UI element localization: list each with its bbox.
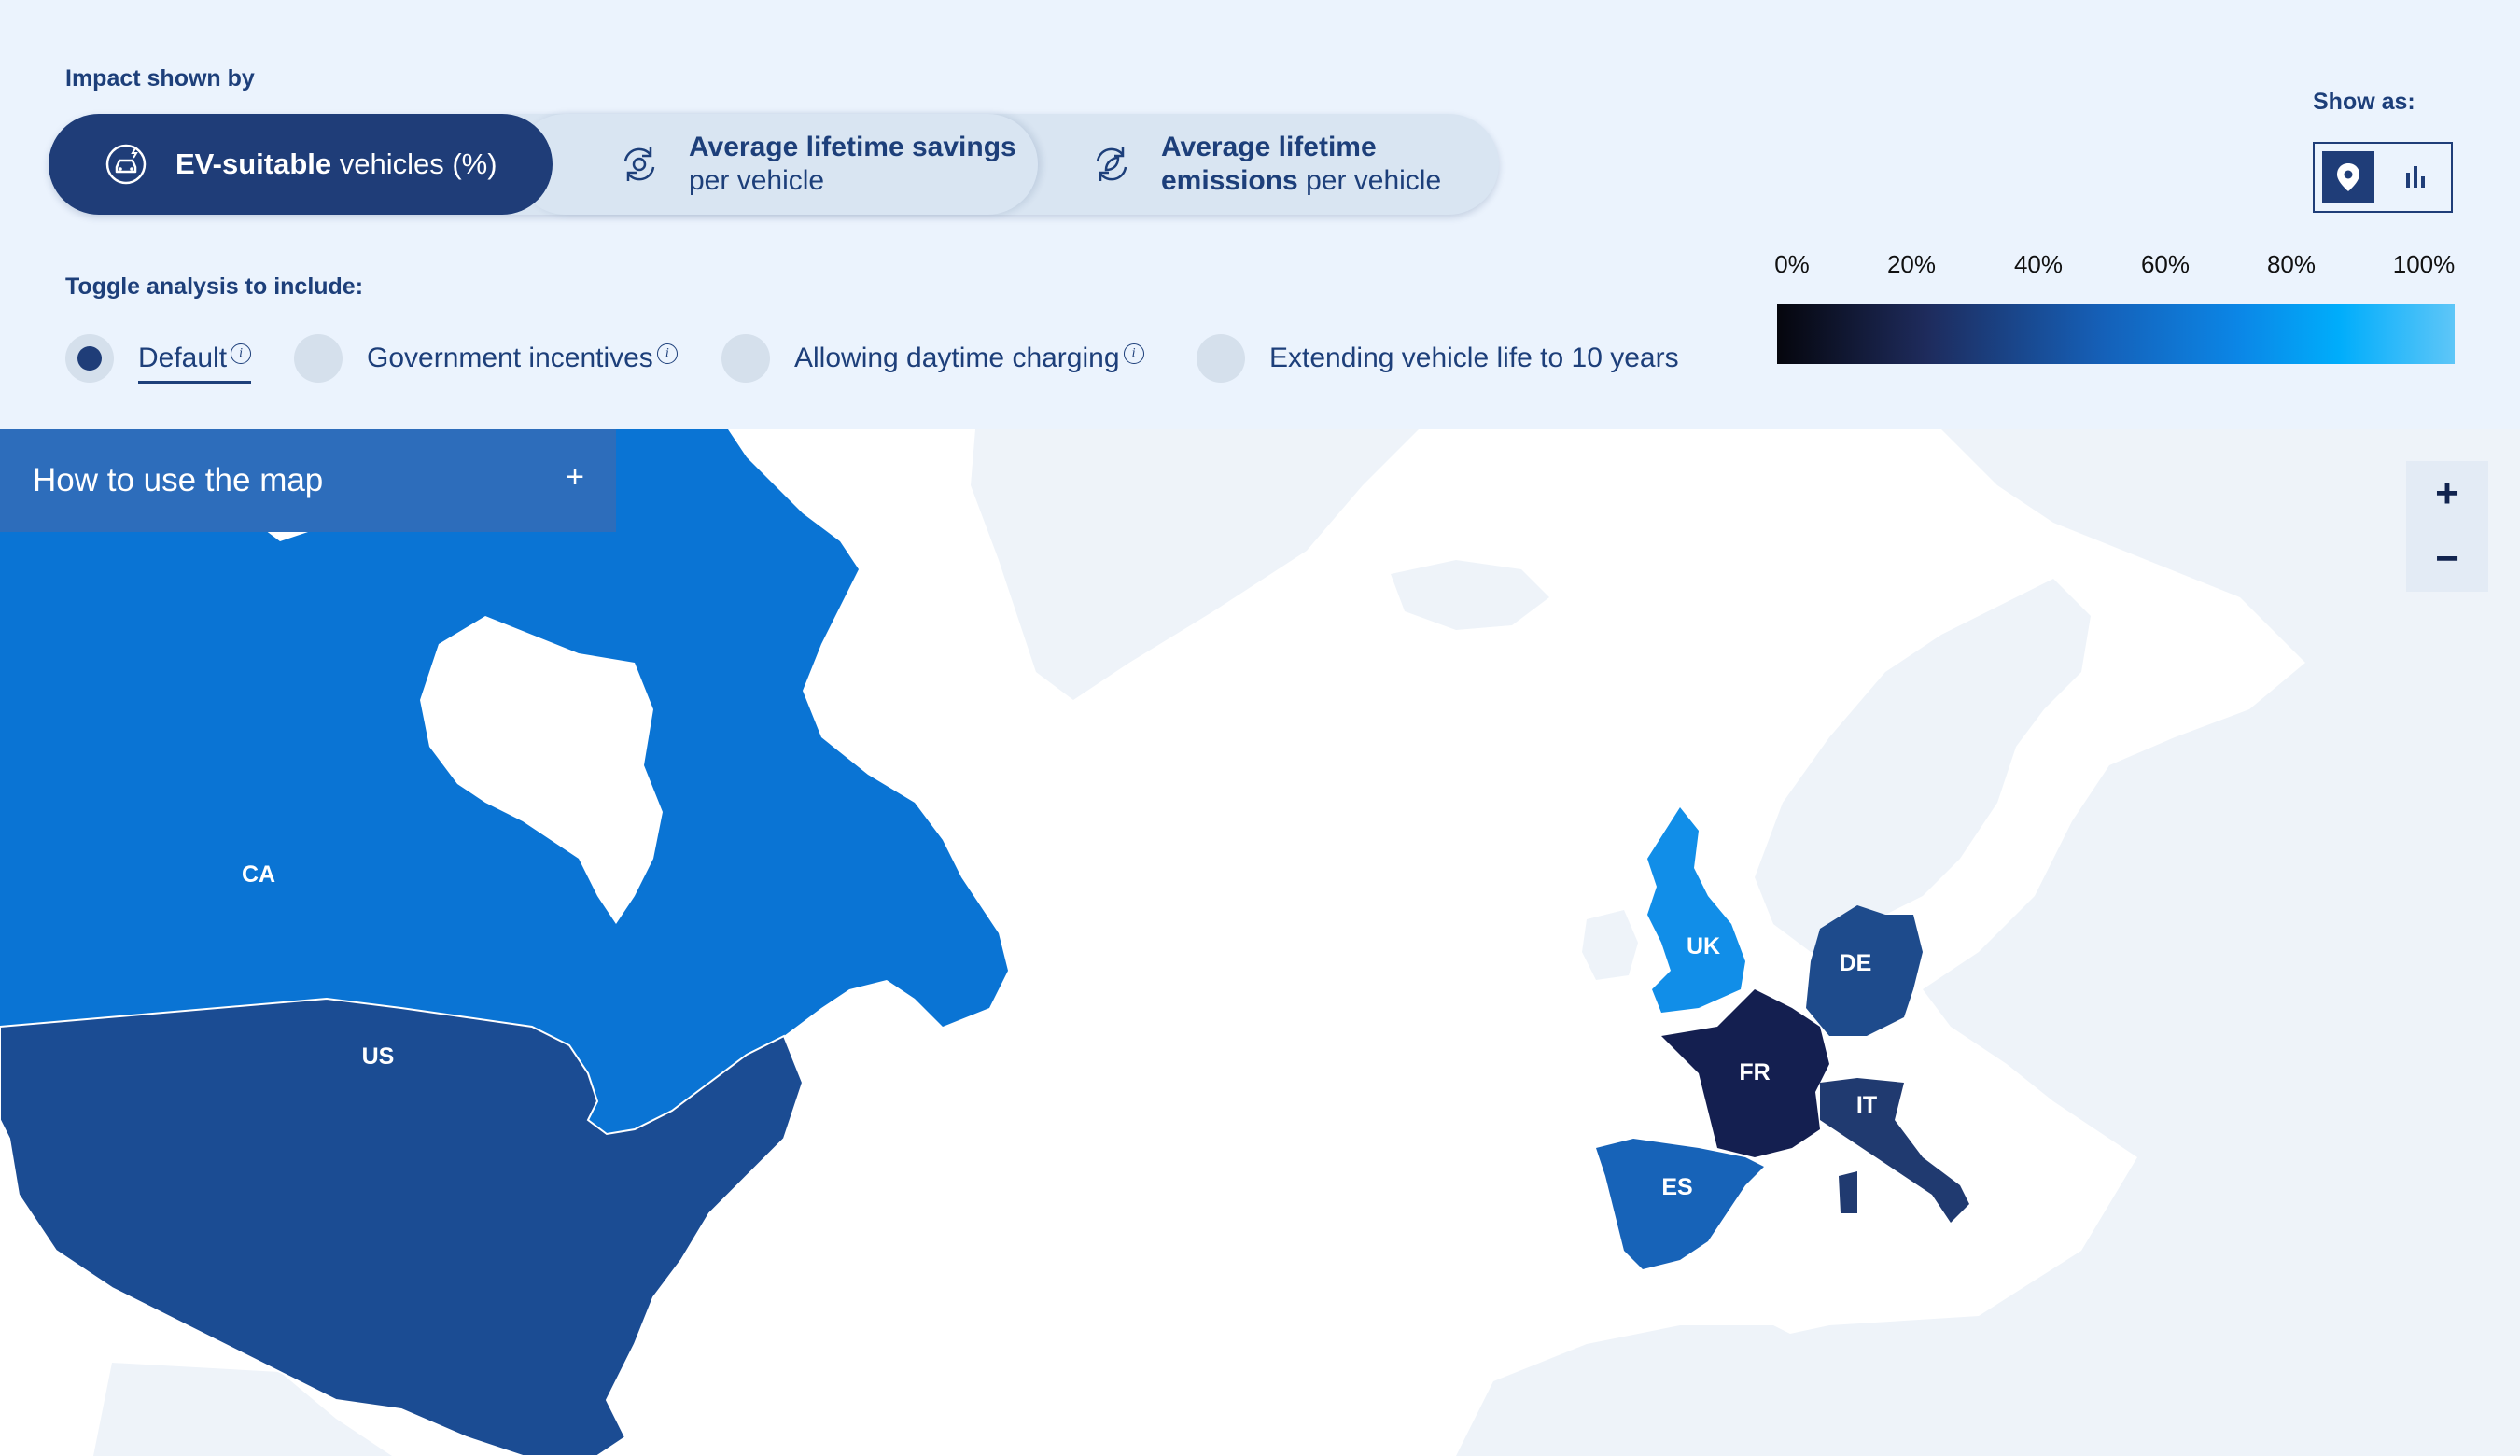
impact-option-ev-suitable[interactable]: EV-suitable vehicles (%) bbox=[49, 114, 553, 215]
impact-option-savings[interactable]: Average lifetime savings per vehicle bbox=[515, 114, 1038, 215]
impact-option-bold: Average lifetime savings bbox=[689, 132, 1016, 162]
countries bbox=[0, 429, 1969, 1456]
radio-button[interactable] bbox=[294, 334, 343, 383]
map-canvas[interactable]: CA US UK DE FR IT ES bbox=[0, 429, 2520, 1456]
country-us[interactable] bbox=[0, 997, 805, 1456]
show-as-label: Show as: bbox=[2313, 89, 2415, 115]
impact-label: Impact shown by bbox=[65, 65, 255, 91]
info-icon[interactable]: i bbox=[231, 343, 252, 364]
radio-button[interactable] bbox=[1197, 334, 1245, 383]
emissions-cycle-icon bbox=[1096, 147, 1127, 181]
legend-tick: 0% bbox=[1774, 250, 1810, 278]
iceland bbox=[1391, 560, 1549, 630]
country-label-ca: CA bbox=[242, 861, 275, 888]
ireland bbox=[1582, 910, 1638, 980]
toggle-label: Toggle analysis to include: bbox=[65, 273, 364, 300]
background-land bbox=[93, 429, 2520, 1456]
country-label-es: ES bbox=[1661, 1174, 1692, 1200]
radio-button[interactable] bbox=[721, 334, 770, 383]
toggle-default[interactable]: Default i bbox=[65, 334, 252, 384]
country-labels: CA US UK DE FR IT ES bbox=[242, 861, 1877, 1200]
toggle-government-incentives[interactable]: Government incentives i bbox=[294, 334, 678, 383]
impact-selector: EV-suitable vehicles (%) Average lifetim… bbox=[49, 114, 1499, 215]
mexico bbox=[93, 1363, 392, 1456]
map-pin-icon bbox=[2337, 163, 2359, 191]
toggle-label-incentives: Government incentives i bbox=[367, 343, 678, 374]
zoom-in-button[interactable]: + bbox=[2406, 461, 2488, 526]
north-africa bbox=[1456, 1325, 1829, 1456]
minus-icon: − bbox=[2435, 536, 2459, 581]
legend-tick: 80% bbox=[2266, 250, 2317, 278]
country-label-us: US bbox=[362, 1043, 395, 1070]
country-uk[interactable] bbox=[1647, 807, 1745, 1013]
savings-cycle-icon bbox=[623, 147, 655, 181]
country-fr[interactable] bbox=[1661, 989, 1829, 1157]
legend-tick: 20% bbox=[1886, 250, 1937, 278]
impact-option-bold: EV-suitable bbox=[175, 147, 332, 180]
scandinavia bbox=[1755, 579, 2091, 952]
impact-option-emissions[interactable]: Average lifetime emissions per vehicle bbox=[982, 114, 1499, 215]
eurasia bbox=[1512, 429, 2520, 1456]
legend-tick: 40% bbox=[2013, 250, 2064, 278]
toggle-label-vehicle-life: Extending vehicle life to 10 years bbox=[1269, 343, 1679, 373]
toggle-vehicle-life[interactable]: Extending vehicle life to 10 years bbox=[1197, 334, 1679, 383]
country-it[interactable] bbox=[1820, 1078, 1969, 1223]
impact-option-bold: Average lifetime emissions bbox=[1161, 132, 1377, 196]
toggle-text: Allowing daytime charging bbox=[794, 343, 1120, 373]
impact-option-rest: vehicles (%) bbox=[331, 147, 497, 180]
country-label-fr: FR bbox=[1739, 1059, 1770, 1085]
plus-icon: + bbox=[2435, 470, 2459, 516]
country-de[interactable] bbox=[1806, 905, 1923, 1036]
info-icon[interactable]: i bbox=[656, 343, 678, 364]
view-switcher bbox=[2313, 142, 2453, 213]
legend-gradient bbox=[1777, 304, 2455, 364]
country-label-it: IT bbox=[1856, 1092, 1877, 1118]
toggle-label-daytime: Allowing daytime charging i bbox=[794, 343, 1144, 374]
bar-chart-icon bbox=[2406, 166, 2425, 188]
country-label-uk: UK bbox=[1687, 933, 1720, 959]
toggle-text: Default bbox=[138, 343, 228, 373]
info-icon[interactable]: i bbox=[1123, 343, 1144, 364]
zoom-out-button[interactable]: − bbox=[2406, 526, 2488, 592]
radio-button[interactable] bbox=[65, 334, 114, 383]
how-to-use-map-panel[interactable]: How to use the map + bbox=[0, 429, 616, 532]
impact-option-rest: per vehicle bbox=[689, 165, 825, 196]
map[interactable]: CA US UK DE FR IT ES bbox=[0, 429, 2520, 1456]
map-view-button[interactable] bbox=[2322, 151, 2374, 203]
how-to-title: How to use the map bbox=[33, 462, 324, 498]
legend-tick: 60% bbox=[2140, 250, 2191, 278]
country-es[interactable] bbox=[1596, 1139, 1764, 1269]
chart-view-button[interactable] bbox=[2389, 151, 2442, 203]
greenland bbox=[971, 429, 1419, 700]
car-charging-icon bbox=[105, 144, 147, 185]
hudson-bay bbox=[420, 616, 663, 924]
impact-option-rest: per vehicle bbox=[1297, 165, 1442, 196]
toggle-text: Government incentives bbox=[367, 343, 653, 373]
toggle-daytime-charging[interactable]: Allowing daytime charging i bbox=[721, 334, 1144, 383]
country-label-de: DE bbox=[1840, 950, 1872, 976]
legend-tick: 100% bbox=[2392, 250, 2456, 278]
toggle-label-default: Default i bbox=[138, 343, 252, 384]
expand-icon[interactable]: + bbox=[566, 459, 584, 495]
